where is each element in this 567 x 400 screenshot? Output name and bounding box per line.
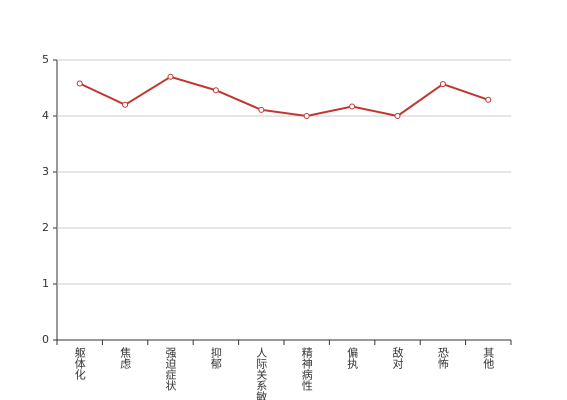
y-tick-label: 2 bbox=[42, 221, 49, 234]
point bbox=[485, 96, 492, 103]
x-tick-label: 人际关系敏感 bbox=[255, 347, 268, 400]
point bbox=[258, 106, 265, 113]
x-tick-label: 焦虑 bbox=[119, 347, 132, 369]
y-tick-label: 5 bbox=[42, 53, 49, 66]
x-tick-label: 偏执 bbox=[346, 346, 359, 370]
point bbox=[167, 73, 174, 80]
point bbox=[394, 113, 401, 119]
point bbox=[122, 101, 129, 108]
point bbox=[212, 87, 219, 94]
x-tick-label: 其他 bbox=[482, 347, 495, 369]
point bbox=[76, 80, 83, 87]
x-tick-label: 精神病性 bbox=[300, 347, 313, 392]
y-tick-label: 4 bbox=[42, 109, 49, 122]
y-tick-label: 0 bbox=[42, 333, 49, 346]
x-tick-label: 敌对 bbox=[391, 346, 404, 369]
y-tick-label: 1 bbox=[42, 277, 49, 290]
x-tick-label: 抑郁 bbox=[209, 346, 222, 369]
x-tick-label: 恐怖 bbox=[436, 347, 449, 369]
y-tick-label: 3 bbox=[42, 165, 49, 178]
x-tick-label: 躯体化 bbox=[73, 347, 86, 381]
point bbox=[349, 103, 356, 110]
point bbox=[303, 113, 310, 119]
line bbox=[79, 75, 489, 118]
x-tick-label: 强迫症状 bbox=[164, 347, 177, 391]
point bbox=[439, 81, 446, 88]
